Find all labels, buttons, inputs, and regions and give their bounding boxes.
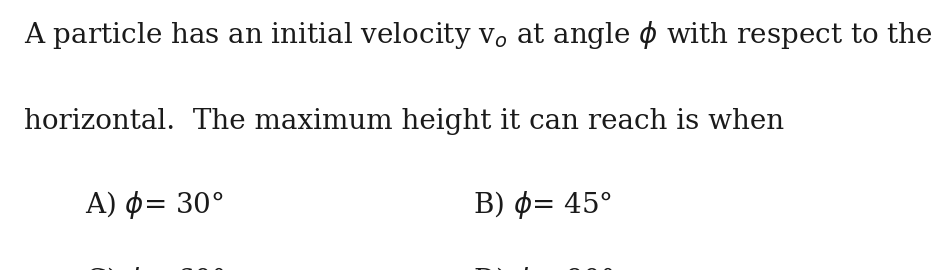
Text: horizontal.  The maximum height it can reach is when: horizontal. The maximum height it can re… <box>24 108 784 135</box>
Text: C) $\phi$= 60°: C) $\phi$= 60° <box>85 265 225 270</box>
Text: B) $\phi$= 45°: B) $\phi$= 45° <box>473 189 612 221</box>
Text: A particle has an initial velocity v$_{o}$ at angle $\phi$ with respect to the: A particle has an initial velocity v$_{o… <box>24 19 933 51</box>
Text: A) $\phi$= 30°: A) $\phi$= 30° <box>85 189 224 221</box>
Text: D) $\phi$= 90°: D) $\phi$= 90° <box>473 265 614 270</box>
